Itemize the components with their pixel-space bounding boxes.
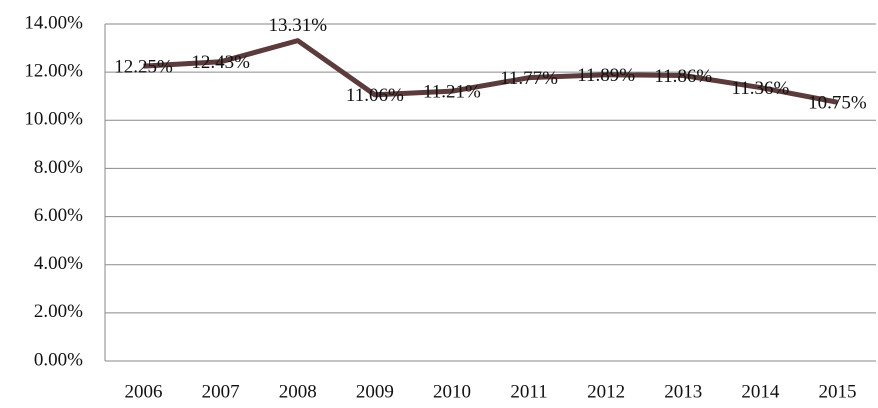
data-label: 11.06%: [346, 85, 404, 106]
y-tick-label: 0.00%: [34, 349, 83, 370]
y-tick-label: 2.00%: [34, 301, 83, 322]
x-tick-label: 2010: [433, 381, 471, 402]
data-label: 11.77%: [500, 68, 558, 89]
line: [143, 38, 838, 105]
y-tick-label: 12.00%: [24, 61, 83, 82]
x-tick-label: 2015: [818, 381, 856, 402]
data-label: 12.43%: [191, 52, 250, 73]
data-label: 12.25%: [114, 56, 173, 77]
x-tick-label: 2012: [587, 381, 625, 402]
y-tick-label: 8.00%: [34, 157, 83, 178]
data-label: 10.75%: [808, 93, 867, 114]
y-tick-label: 14.00%: [24, 12, 83, 33]
data-label: 11.86%: [654, 66, 712, 87]
y-tick-label: 4.00%: [34, 253, 83, 274]
x-tick-label: 2009: [356, 381, 394, 402]
data-label: 11.36%: [731, 78, 789, 99]
x-tick-label: 2006: [125, 381, 163, 402]
y-tick-label: 6.00%: [34, 205, 83, 226]
x-tick-label: 2007: [202, 381, 240, 402]
x-tick-label: 2014: [741, 381, 780, 402]
x-tick-label: 2013: [664, 381, 702, 402]
y-tick-label: 10.00%: [24, 109, 83, 130]
data-label: 13.31%: [268, 15, 327, 36]
x-tick-label: 2008: [279, 381, 317, 402]
data-label: 11.89%: [577, 65, 635, 86]
x-tick-label: 2011: [510, 381, 547, 402]
data-label: 11.21%: [423, 82, 481, 103]
